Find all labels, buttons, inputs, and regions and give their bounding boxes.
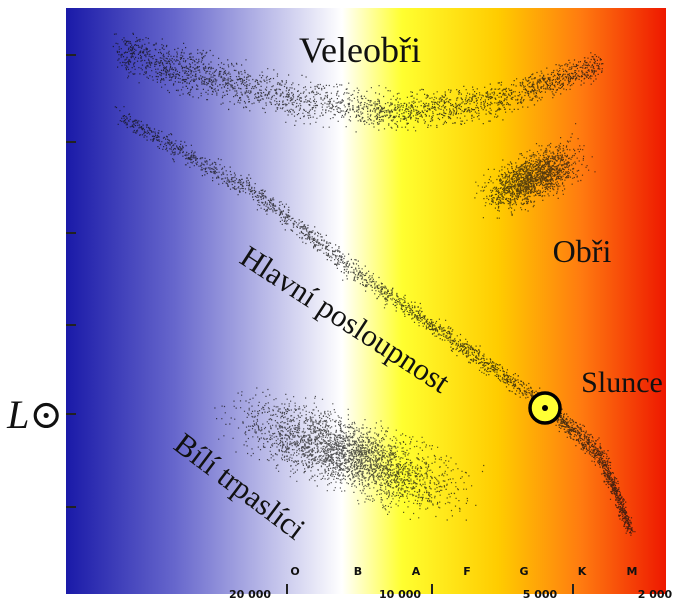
star-cloud [214, 387, 485, 521]
axis-ticks [66, 54, 574, 594]
star-cloud [114, 106, 636, 536]
supergiants-label: Veleobři [299, 30, 421, 70]
star-cloud [112, 32, 604, 133]
y-axis-label: L⊙ [6, 392, 63, 437]
star-clouds [112, 32, 636, 536]
spectral-class: A [412, 565, 421, 578]
temperature-label: 2 000 [638, 588, 673, 601]
temperature-gradient [66, 8, 666, 594]
spectral-class: K [578, 565, 587, 578]
spectral-class: O [290, 565, 299, 578]
temperature-label: 5 000 [523, 588, 558, 601]
sun-symbol [528, 391, 562, 425]
temperature-label: 20 000 [229, 588, 271, 601]
star-cloud [474, 123, 596, 219]
spectral-class: F [463, 565, 471, 578]
giants-label: Obři [553, 233, 612, 269]
x-axis: O B A F G K M 20 000 10 000 5 000 2 000 [229, 565, 673, 601]
sun-label: Slunce [581, 366, 663, 399]
spectral-class: M [627, 565, 638, 578]
spectral-class: B [354, 565, 362, 578]
spectral-class: G [519, 565, 528, 578]
temperature-label: 10 000 [379, 588, 421, 601]
